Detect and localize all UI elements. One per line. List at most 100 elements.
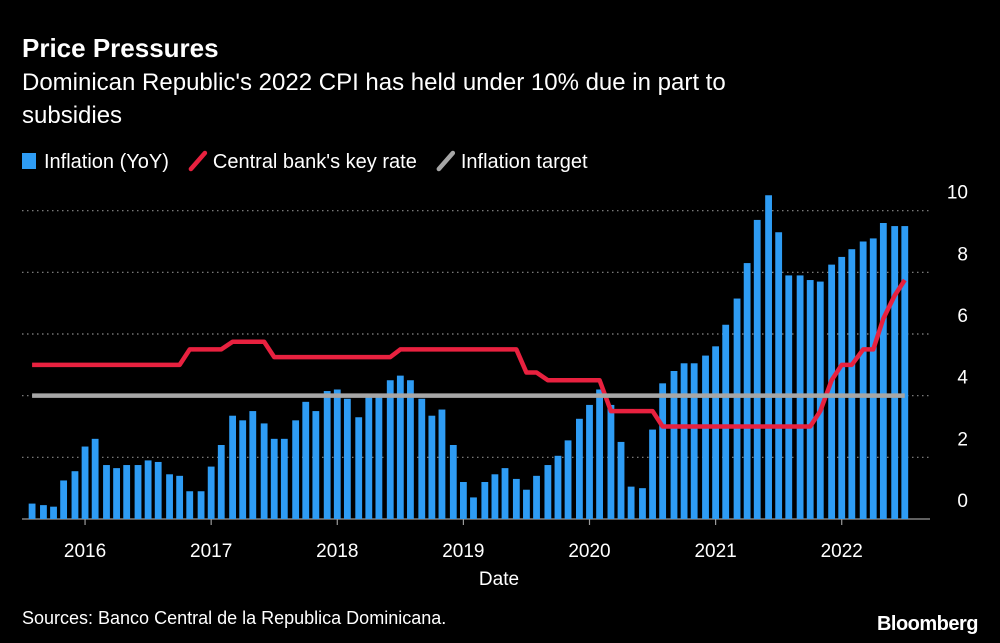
bar: [176, 475, 184, 519]
bar: [627, 486, 635, 519]
bar: [217, 445, 225, 519]
y-tick-label: 8: [957, 244, 968, 265]
bar: [848, 249, 856, 520]
bar: [50, 506, 57, 519]
bar: [375, 395, 383, 519]
bar: [879, 223, 887, 519]
bar: [292, 420, 300, 519]
y-tick-label: 10: [947, 183, 968, 204]
chart-title: Price Pressures: [22, 33, 219, 63]
bar: [576, 418, 583, 519]
bar: [869, 238, 877, 519]
bar: [60, 480, 68, 519]
bar: [586, 404, 593, 519]
bar: [407, 380, 414, 519]
x-tick-label: 2018: [316, 541, 358, 562]
bar: [533, 475, 540, 519]
bar: [207, 466, 215, 519]
x-tick-label: 2017: [190, 541, 232, 562]
bar: [544, 465, 552, 519]
chart-subtitle: Dominican Republic's 2022 CPI has held u…: [22, 69, 726, 96]
bar: [302, 401, 310, 519]
bar: [134, 465, 142, 519]
legend-swatch: [188, 150, 208, 172]
bar: [491, 474, 499, 519]
bar: [733, 298, 741, 519]
x-tick-label: 2019: [442, 541, 484, 562]
bar: [470, 497, 477, 519]
legend: Inflation (YoY) Central bank's key rate In…: [22, 150, 588, 173]
bar: [365, 395, 373, 519]
bar: [859, 241, 867, 519]
bar: [323, 391, 331, 519]
bar: [154, 461, 162, 519]
bar: [743, 263, 751, 519]
x-tick-label: 2020: [568, 541, 610, 562]
bar: [166, 474, 173, 519]
source-note: Sources: Banco Central de la Republica D…: [22, 608, 446, 628]
bar: [765, 195, 772, 519]
bar: [71, 471, 79, 519]
bar: [249, 411, 257, 519]
chart-subtitle: subsidies: [22, 102, 122, 129]
line-series: [32, 278, 907, 429]
bar: [312, 411, 320, 519]
bar: [103, 465, 110, 519]
legend-label: Inflation target: [461, 151, 588, 173]
bar: [197, 491, 205, 519]
bar: [649, 429, 656, 519]
bar: [123, 465, 131, 519]
bar: [670, 371, 678, 519]
bar: [722, 324, 730, 519]
y-tick-label: 0: [957, 491, 968, 512]
x-tick-label: 2022: [821, 541, 863, 562]
bar: [639, 488, 646, 519]
bar: [753, 219, 761, 519]
bar: [386, 380, 394, 519]
bar: [702, 355, 709, 519]
x-tick-label: 2021: [694, 541, 736, 562]
bar: [554, 455, 562, 519]
bar: [617, 441, 625, 519]
bar: [838, 256, 846, 519]
bar: [816, 281, 824, 519]
bar: [775, 232, 783, 519]
plot-area: 0 2 4 6 8 10 2016 2017 2018 2019 2020 2021 2022: [22, 183, 968, 562]
bar: [333, 389, 341, 519]
bar: [343, 398, 351, 519]
bar: [690, 363, 698, 519]
bar: [659, 383, 667, 519]
bar: [449, 445, 457, 519]
bar: [901, 226, 909, 520]
bar: [459, 482, 467, 519]
bar: [501, 468, 509, 519]
bar: [239, 420, 247, 519]
bar: [260, 423, 268, 519]
bar: [144, 460, 152, 519]
bar: [428, 415, 436, 519]
bar: [680, 363, 688, 519]
bar: [28, 503, 36, 519]
bar: [396, 375, 404, 519]
bar: [418, 398, 426, 519]
legend-label: Inflation (YoY): [44, 151, 169, 173]
bar: [91, 438, 99, 519]
y-tick-label: 2: [957, 429, 968, 450]
bar: [81, 446, 89, 519]
bar: [891, 226, 899, 520]
bar: [270, 438, 278, 519]
bar: [596, 389, 603, 519]
bar: [40, 505, 47, 519]
bar: [229, 415, 237, 519]
bar: [512, 478, 520, 519]
bar: [280, 438, 288, 519]
x-tick-label: 2016: [64, 541, 106, 562]
y-tick-label: 6: [957, 306, 968, 327]
bar: [481, 482, 489, 519]
bar: [828, 264, 836, 519]
bar: [806, 280, 814, 519]
legend-swatch: [22, 153, 36, 169]
legend-label: Central bank's key rate: [213, 151, 417, 173]
bar: [712, 346, 720, 519]
